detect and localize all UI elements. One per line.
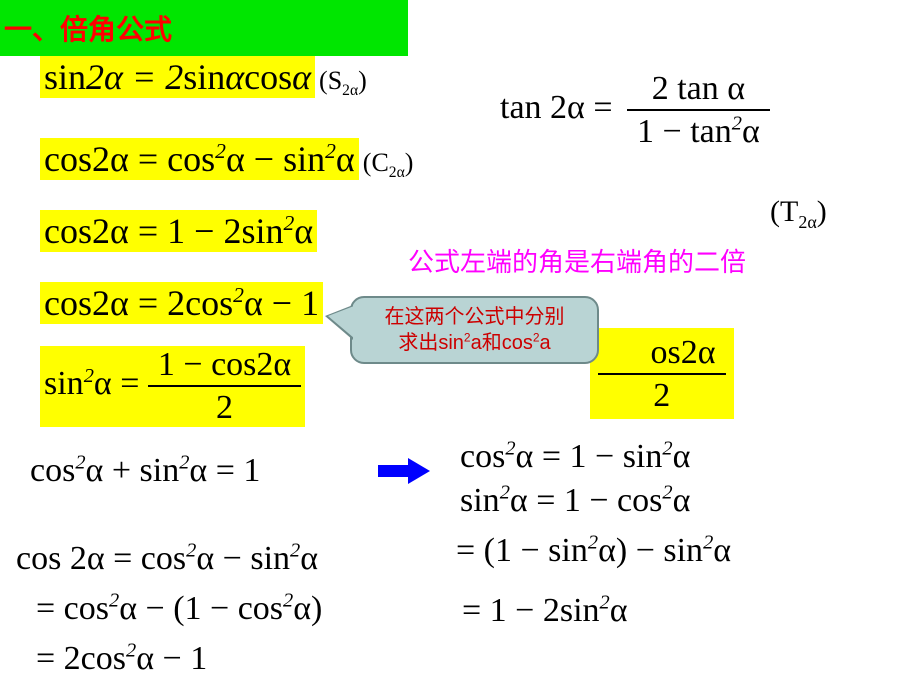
derivation-left-3: = 2cos2α − 1 <box>36 640 207 678</box>
callout-line1: 在这两个公式中分别 <box>362 304 587 330</box>
derivation-left-2: = cos2α − (1 − cos2α) <box>36 590 322 628</box>
derivation-left-1: cos 2α = cos2α − sin2α <box>16 540 318 578</box>
label-s2a: (S2α) <box>319 66 367 95</box>
derivation-right-1: = (1 − sin2α) − sin2α <box>456 532 731 570</box>
formula-cos2a: cos2α = cos2α − sin2α (C2α) <box>40 138 413 180</box>
section-title: 一、倍角公式 <box>0 0 408 56</box>
formula-sin2-half: sin2α = 1 − cos2α 2 <box>40 346 305 427</box>
derivation-right-2: = 1 − 2sin2α <box>462 592 628 630</box>
formula-cos2a-v1: cos2α = 1 − 2sin2α <box>40 210 317 252</box>
arrow-icon <box>378 460 428 482</box>
hint-text: 公式左端的角是右端角的二倍 <box>408 242 746 279</box>
formula-cos2-from-sin2: cos2α = 1 − sin2α <box>460 438 690 476</box>
formula-cos2a-v2: cos2α = 2cos2α − 1 <box>40 282 323 324</box>
formula-pythagoras: cos2α + sin2α = 1 <box>30 452 260 490</box>
formula-cos2-half-fragment: os2α 2 <box>590 328 734 419</box>
formula-sin2a: sin2α = 2sinαcosα (S2α) <box>40 56 367 98</box>
label-t2a: (T2α) <box>770 195 827 229</box>
callout-bubble: 在这两个公式中分别 求出sin2a和cos2a <box>350 296 599 364</box>
formula-sin2-from-cos2: sin2α = 1 − cos2α <box>460 482 690 520</box>
label-c2a: (C2α) <box>363 148 414 177</box>
callout-line2: 求出sin2a和cos2a <box>362 330 587 356</box>
formula-tan2a: tan 2α = 2 tan α 1 − tan2α <box>500 70 770 151</box>
